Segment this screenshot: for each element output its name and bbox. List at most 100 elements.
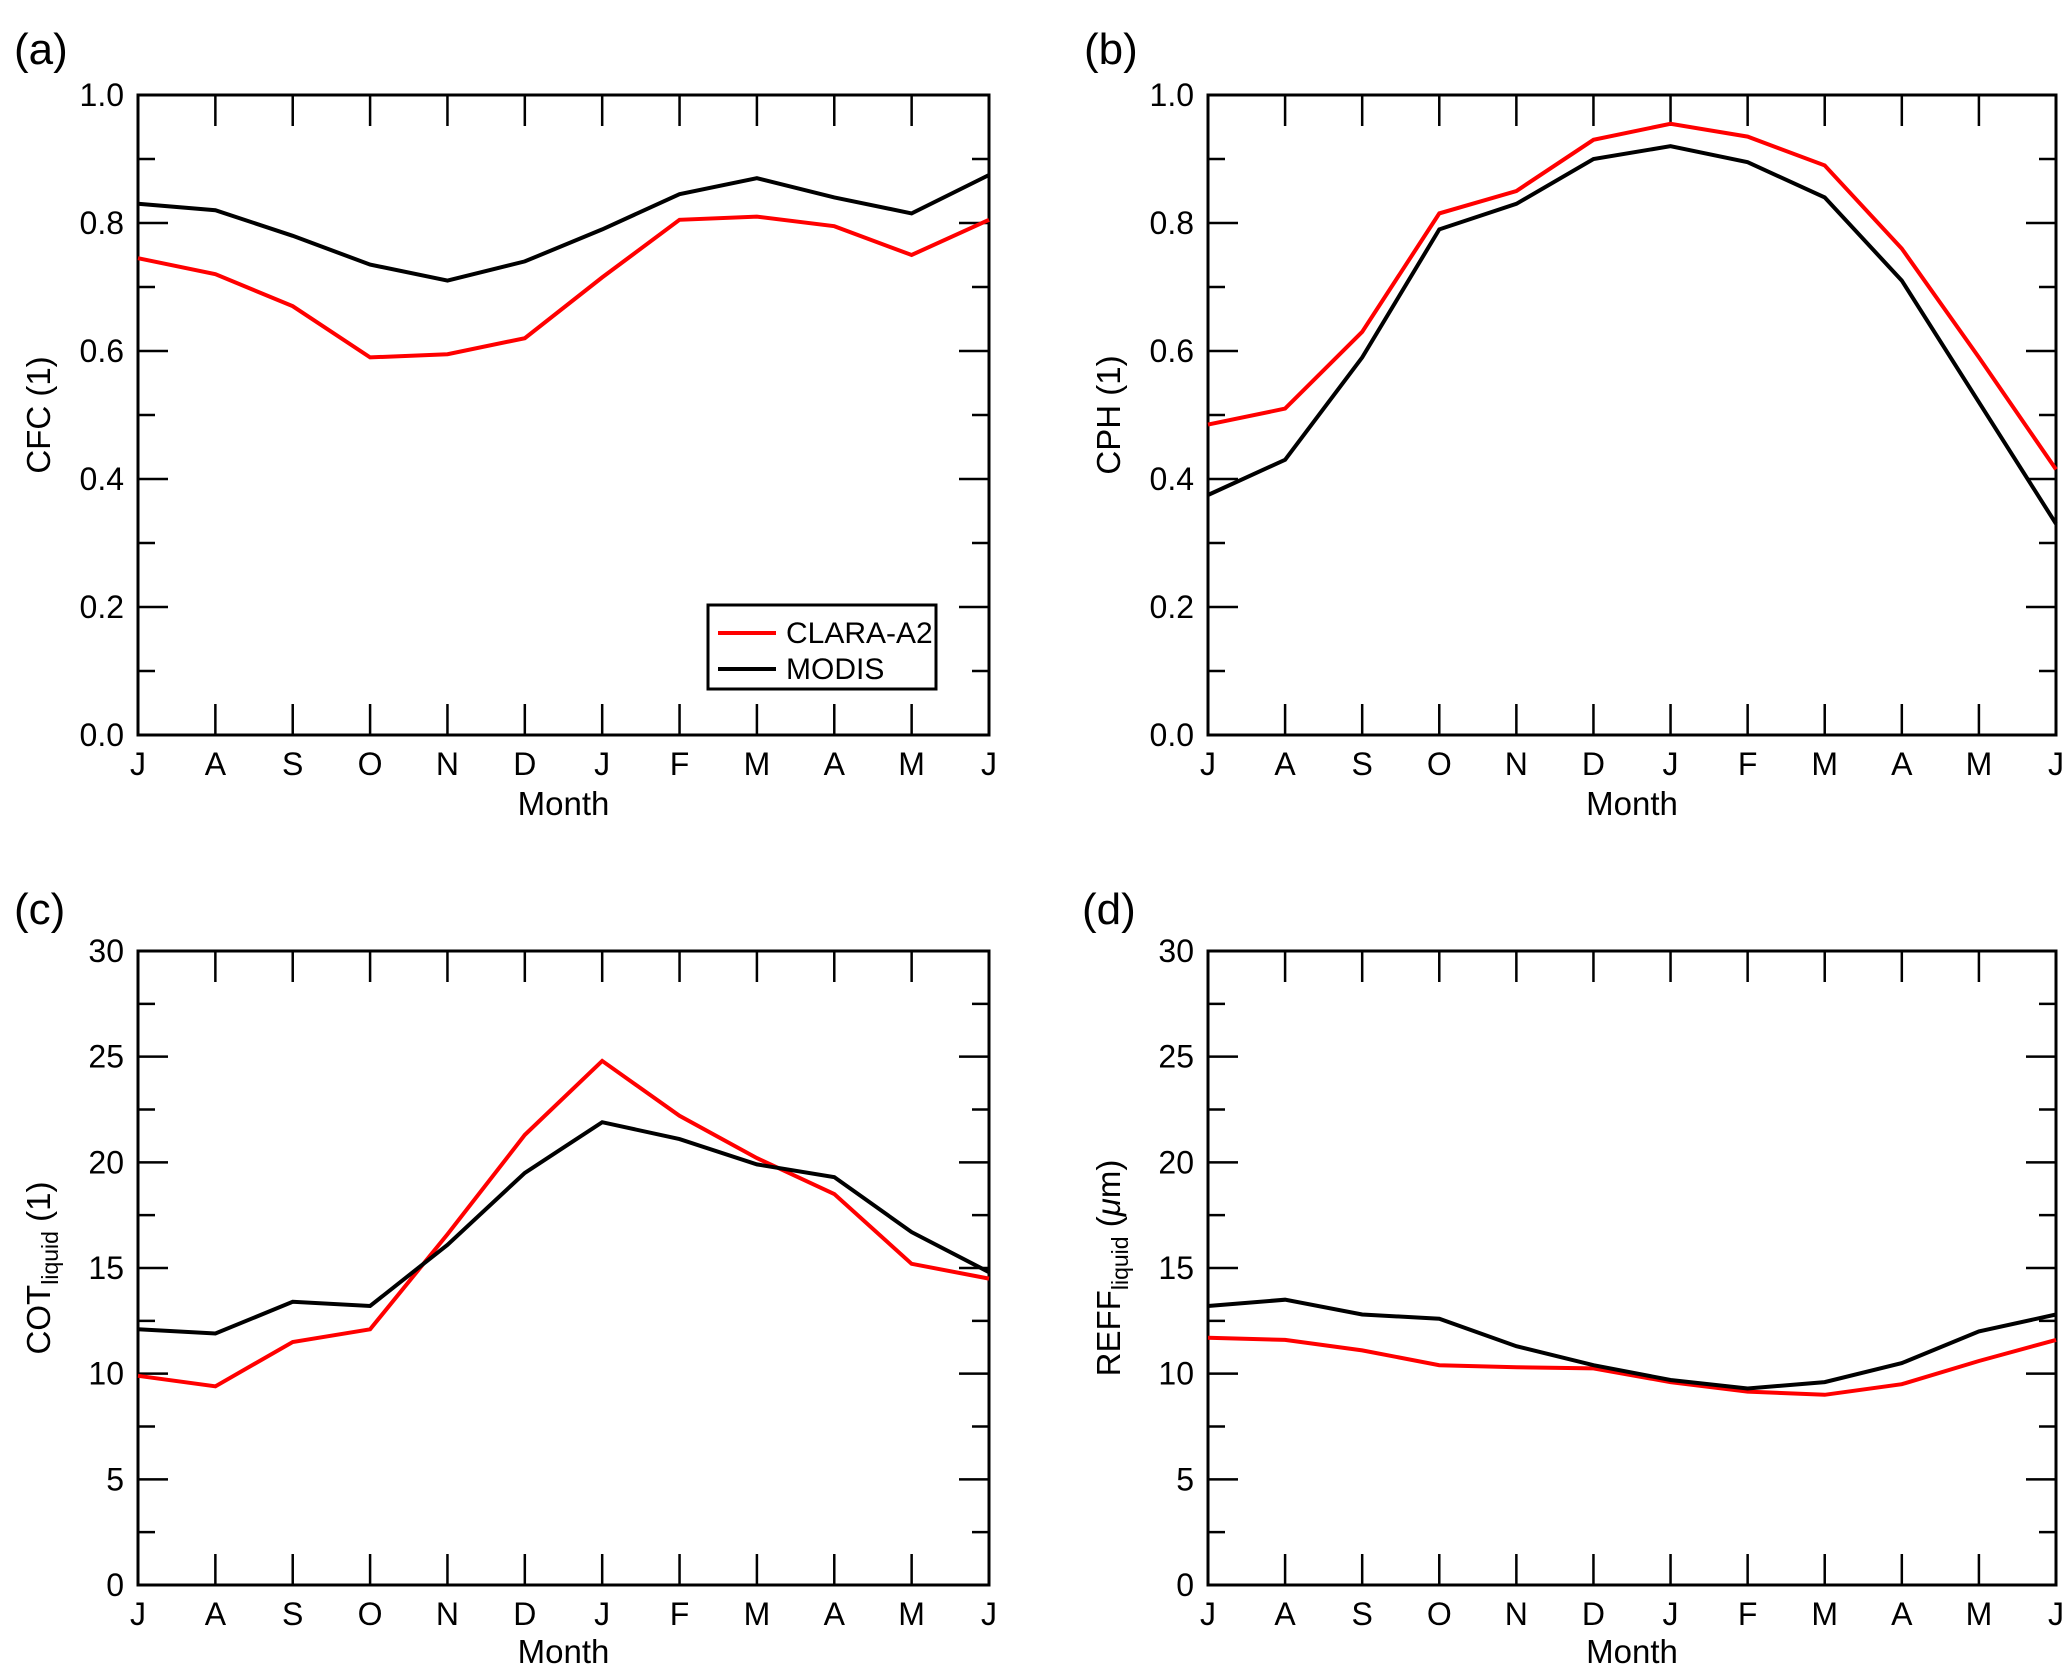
y-tick-label: 10 <box>1158 1356 1194 1392</box>
x-tick-label: O <box>1427 1596 1452 1632</box>
y-tick-label: 0.4 <box>80 461 124 497</box>
x-tick-label: J <box>1663 746 1679 782</box>
x-tick-label: O <box>1427 746 1452 782</box>
y-tick-label: 0.6 <box>80 333 124 369</box>
y-tick-label: 0.0 <box>1150 717 1194 753</box>
x-tick-label: A <box>205 746 227 782</box>
plot-border <box>1206 93 2058 737</box>
series-modis <box>137 1120 990 1336</box>
legend-label: MODIS <box>786 653 884 686</box>
y-tick-label: 15 <box>1158 1250 1194 1286</box>
x-tick-label: A <box>205 1596 227 1632</box>
x-tick-label: M <box>744 746 771 782</box>
x-tick-label: S <box>282 1596 303 1632</box>
x-tick-label: D <box>513 1596 536 1632</box>
y-tick-label: 0.2 <box>80 589 124 625</box>
x-tick-label: S <box>282 746 303 782</box>
panel-letter: (d) <box>1082 885 1136 934</box>
y-axis-title: COTliquid (1) <box>20 1182 63 1355</box>
panel-a-chart: (a)J A S O N D J F M A M J0.00.20.40.60.81.0MonthCF… <box>14 25 997 822</box>
x-tick-label: M <box>1966 746 1993 782</box>
plot-border <box>136 949 991 1587</box>
x-tick-label: M <box>898 1596 925 1632</box>
panel-letter: (a) <box>14 25 68 74</box>
panel-d-chart: (d)J A S O N D J F M A M J051015202530MonthREFFliqu… <box>1082 885 2064 1664</box>
y-tick-label: 30 <box>1158 933 1194 969</box>
legend-label: CLARA-A2 <box>786 617 933 650</box>
x-tick-label: M <box>898 746 925 782</box>
y-tick-label: 0.0 <box>80 717 124 753</box>
y-tick-label: 0.6 <box>1150 333 1194 369</box>
y-tick-label: 20 <box>1158 1144 1194 1180</box>
x-tick-label: A <box>1891 1596 1913 1632</box>
x-tick-label: J <box>130 1596 146 1632</box>
x-tick-label: F <box>670 746 690 782</box>
x-tick-label: N <box>436 746 459 782</box>
x-tick-label: A <box>1891 746 1913 782</box>
x-tick-label: J <box>594 746 610 782</box>
panel-a: (a) J A S O N D J F M A M J 0.0 0.2 0.4 0.6 0.8 1.0 Month CF… <box>0 0 1033 832</box>
panel-letter: (b) <box>1084 25 1138 74</box>
x-tick-label: J <box>2048 746 2064 782</box>
series-clara-a2 <box>1207 121 2058 471</box>
y-tick-label: 10 <box>88 1356 124 1392</box>
x-tick-label: J <box>2048 1596 2064 1632</box>
x-tick-label: F <box>670 1596 690 1632</box>
y-tick-label: 5 <box>1176 1461 1194 1497</box>
x-tick-label: A <box>1274 746 1296 782</box>
y-tick-label: 1.0 <box>1150 77 1194 113</box>
x-tick-label: D <box>1582 746 1605 782</box>
y-tick-label: 0.4 <box>1150 461 1194 497</box>
series-modis <box>137 173 990 283</box>
x-axis-title: Month <box>1586 785 1678 822</box>
series-clara-a2 <box>1207 1335 2057 1397</box>
x-tick-label: J <box>1663 1596 1679 1632</box>
x-tick-label: D <box>1582 1596 1605 1632</box>
x-tick-label: F <box>1738 1596 1758 1632</box>
x-tick-label: J <box>981 1596 997 1632</box>
series-clara-a2 <box>137 214 990 360</box>
y-tick-label: 25 <box>88 1039 124 1075</box>
x-axis-title: Month <box>518 785 610 822</box>
y-tick-label: 30 <box>88 933 124 969</box>
x-tick-label: A <box>1274 1596 1296 1632</box>
x-axis-title: Month <box>1586 1633 1678 1664</box>
x-tick-label: A <box>824 746 846 782</box>
x-tick-label: F <box>1738 746 1758 782</box>
x-tick-label: D <box>513 746 536 782</box>
x-tick-label: J <box>594 1596 610 1632</box>
y-tick-label: 0 <box>106 1567 124 1603</box>
x-tick-label: N <box>436 1596 459 1632</box>
x-tick-label: N <box>1505 1596 1528 1632</box>
plot-border <box>1206 949 2058 1587</box>
panel-d: (d) J A S O N D J F M A M J 0 5 10 15 20 25 30 Month REFFliqu… <box>1034 832 2067 1664</box>
y-tick-label: 0.8 <box>80 205 124 241</box>
series-modis <box>1207 1297 2057 1391</box>
panel-letter: (c) <box>14 885 65 934</box>
y-tick-label: 25 <box>1158 1039 1194 1075</box>
x-tick-label: O <box>358 1596 383 1632</box>
x-tick-label: M <box>1811 1596 1838 1632</box>
y-axis-title: CPH (1) <box>1090 355 1127 474</box>
legend-box <box>706 603 938 691</box>
y-axis-title: CFC (1) <box>20 356 57 473</box>
panel-b-chart: (b)J A S O N D J F M A M J0.00.20.40.60.81.0MonthCP… <box>1084 25 2064 822</box>
x-tick-label: J <box>981 746 997 782</box>
x-tick-label: M <box>1811 746 1838 782</box>
series-modis <box>1207 144 2058 525</box>
x-tick-label: O <box>358 746 383 782</box>
series-clara-a2 <box>137 1058 990 1389</box>
x-tick-label: M <box>1966 1596 1993 1632</box>
x-tick-label: J <box>1200 746 1216 782</box>
y-tick-label: 20 <box>88 1144 124 1180</box>
y-tick-label: 0 <box>1176 1567 1194 1603</box>
y-tick-label: 0.8 <box>1150 205 1194 241</box>
x-axis-title: Month <box>518 1633 610 1664</box>
y-tick-label: 5 <box>106 1461 124 1497</box>
panel-c-chart: (c)J A S O N D J F M A M J051015202530MonthCOTliqui… <box>14 885 997 1664</box>
x-tick-label: N <box>1505 746 1528 782</box>
x-tick-label: S <box>1352 1596 1373 1632</box>
panel-c: (c) J A S O N D J F M A M J 0 5 10 15 20 25 30 Month COTliqui… <box>0 832 1033 1664</box>
x-tick-label: S <box>1352 746 1373 782</box>
